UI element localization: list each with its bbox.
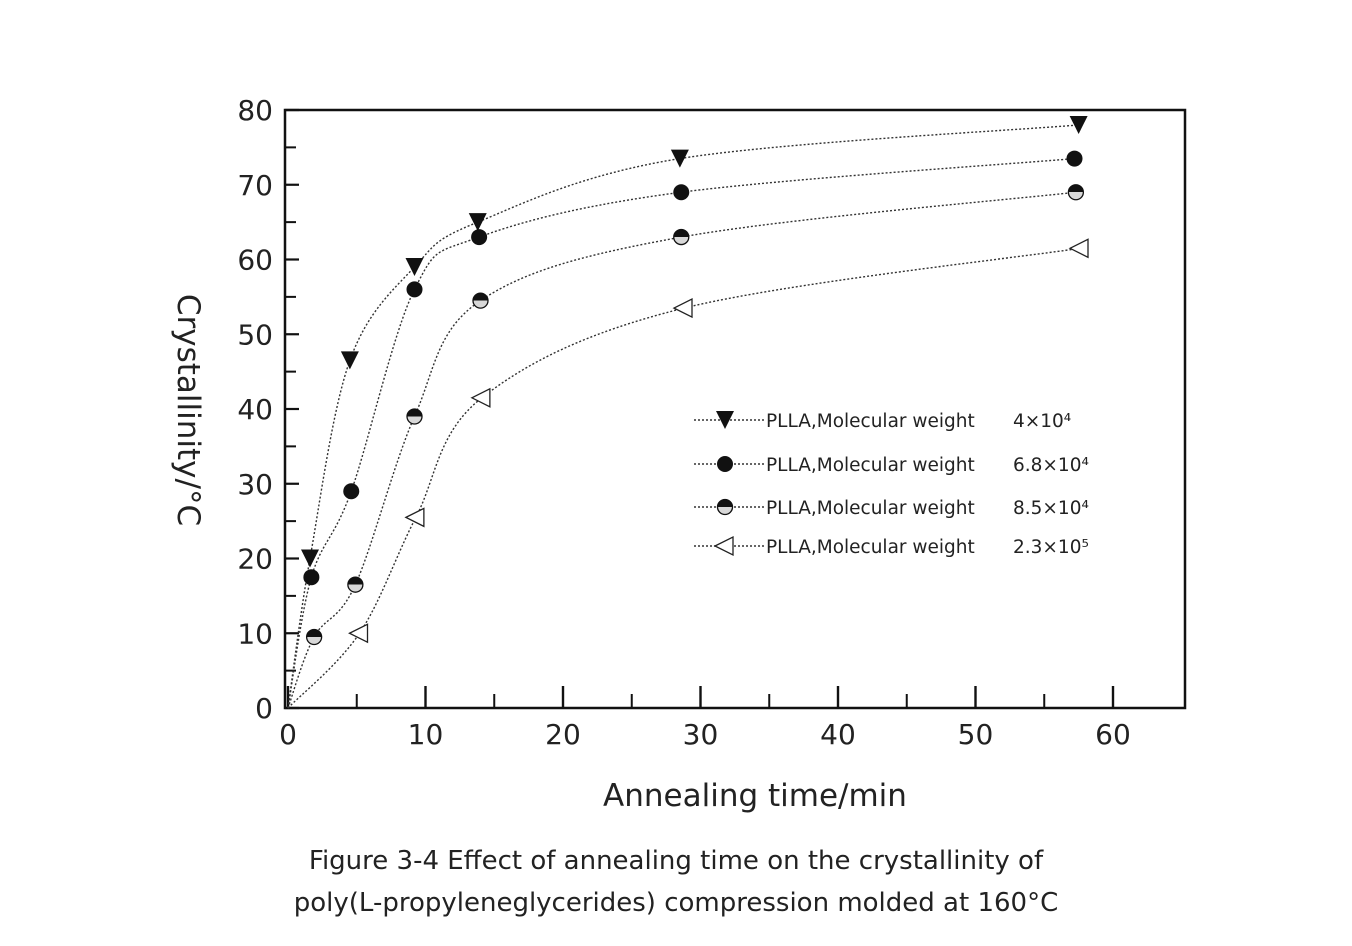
legend-label: PLLA,Molecular weight (766, 455, 975, 476)
series-line (287, 157, 1075, 709)
data-point (301, 549, 319, 568)
data-point (471, 229, 488, 246)
x-axis-title: Annealing time/min (603, 778, 907, 814)
data-point (340, 351, 359, 370)
series-2 (287, 150, 1083, 709)
series-3 (287, 184, 1085, 709)
x-tick-label: 60 (1095, 718, 1131, 751)
series-4 (287, 238, 1089, 709)
x-tick-label: 0 (279, 718, 297, 751)
legend-entry-2: PLLA,Molecular weight 6.8×10⁴ (694, 455, 1089, 476)
data-series (287, 115, 1089, 709)
y-tick-label: 0 (255, 692, 273, 725)
y-tick-label: 80 (237, 94, 273, 127)
data-point (673, 228, 690, 246)
plot-frame (283, 108, 1187, 710)
legend-marker (716, 411, 734, 429)
data-point (670, 149, 689, 168)
legend-label: PLLA,Molecular weight (766, 411, 975, 432)
legend-marker (716, 498, 734, 516)
data-point (406, 408, 423, 425)
legend-marker (713, 535, 734, 557)
series-1 (287, 115, 1088, 709)
x-tick-label: 30 (683, 718, 719, 751)
data-point (305, 628, 323, 646)
caption-line-2: poly(L-propyleneglycerides) compression … (293, 888, 1059, 918)
x-tick-label: 50 (958, 718, 994, 751)
data-point (348, 623, 369, 644)
series-line (287, 247, 1081, 709)
x-tick-label: 20 (545, 718, 581, 751)
data-point (1068, 238, 1089, 259)
series-line (287, 191, 1076, 709)
data-point (343, 483, 360, 500)
legend-label: PLLA,Molecular weight (766, 498, 975, 519)
y-axis-title: Crystallinity/°C (170, 294, 206, 526)
y-tick-label: 40 (237, 393, 273, 426)
data-point (405, 257, 424, 276)
y-tick-label: 70 (237, 169, 273, 202)
y-tick-label: 30 (237, 468, 273, 501)
data-point (1069, 115, 1088, 134)
legend-label: PLLA,Molecular weight (766, 537, 975, 558)
data-point (472, 292, 489, 309)
y-tick-label: 10 (237, 617, 273, 650)
data-point (1066, 150, 1083, 167)
data-point (404, 507, 425, 528)
axis-ticks: 0 10 20 30 40 50 60 70 80 0 10 20 30 40 50 60 (237, 94, 1130, 751)
y-tick-label: 60 (237, 244, 273, 277)
legend-mw: 6.8×10⁴ (1013, 455, 1089, 476)
legend-entry-1: PLLA,Molecular weight 4×10⁴ (694, 411, 1071, 432)
x-tick-label: 10 (408, 718, 444, 751)
data-point (470, 387, 491, 408)
legend-marker (717, 456, 733, 472)
legend-mw: 8.5×10⁴ (1013, 498, 1089, 519)
data-point (1067, 184, 1085, 201)
data-point (673, 184, 690, 201)
figure-caption: Figure 3-4 Effect of annealing time on t… (0, 840, 1352, 924)
data-point (406, 281, 423, 298)
legend-entry-4: PLLA,Molecular weight 2.3×10⁵ (694, 535, 1089, 558)
data-point (347, 576, 364, 593)
x-tick-label: 40 (820, 718, 856, 751)
y-tick-label: 50 (237, 318, 273, 351)
legend-mw: 2.3×10⁵ (1013, 537, 1089, 558)
legend: PLLA,Molecular weight 4×10⁴PLLA,Molecular… (694, 411, 1089, 558)
caption-line-1: Figure 3-4 Effect of annealing time on t… (308, 846, 1044, 876)
y-tick-label: 20 (237, 543, 273, 576)
data-point (672, 298, 693, 319)
data-point (468, 213, 487, 232)
data-point (303, 569, 320, 586)
legend-entry-3: PLLA,Molecular weight 8.5×10⁴ (694, 498, 1089, 519)
legend-mw: 4×10⁴ (1013, 411, 1071, 432)
